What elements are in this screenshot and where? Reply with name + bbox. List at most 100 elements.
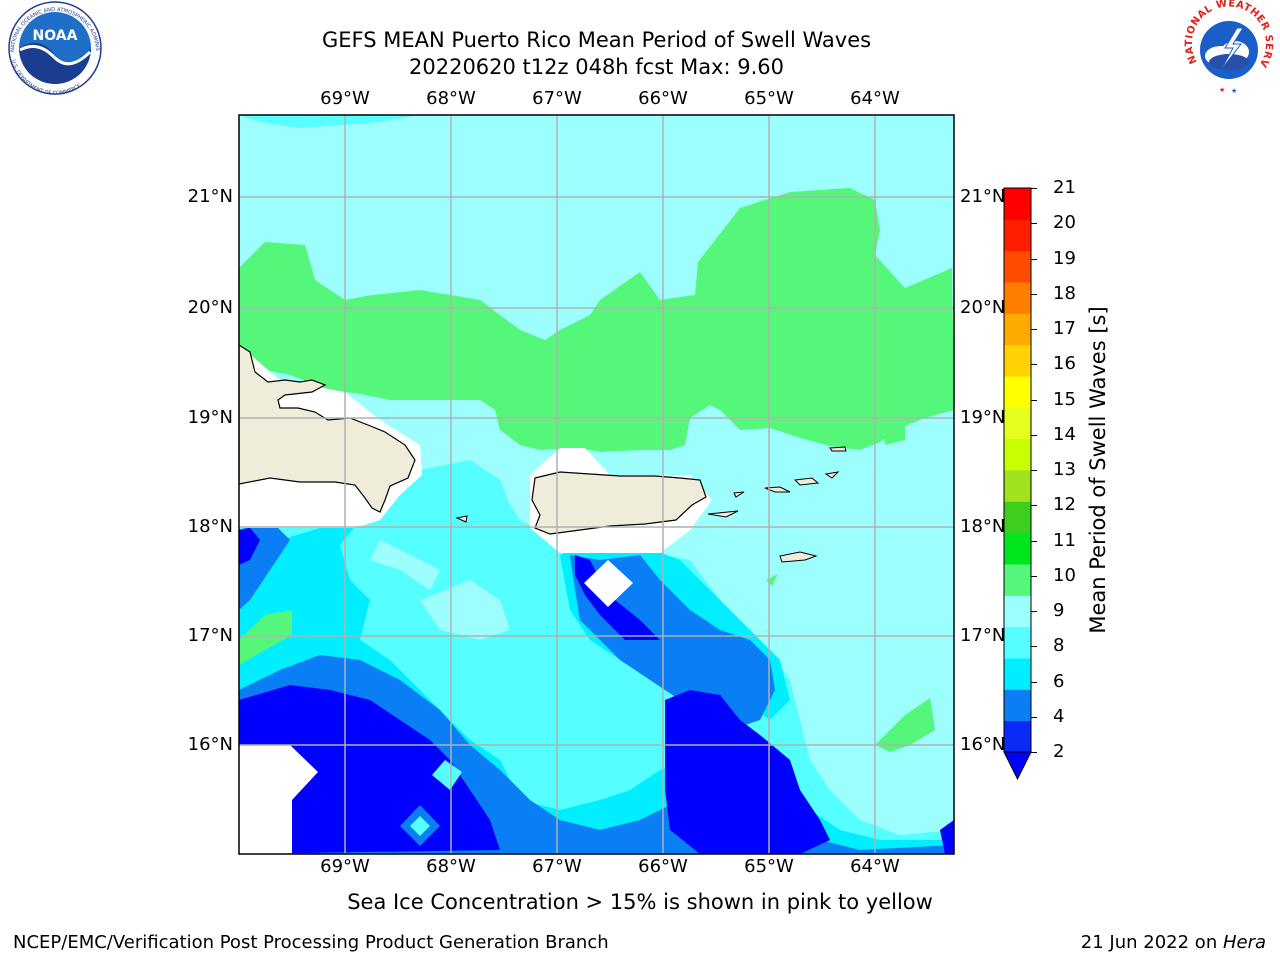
colorbar-label: Mean Period of Swell Waves [s]: [1086, 306, 1110, 634]
colorbar-segment: [1004, 532, 1031, 565]
colorbar-tick-mark: [1031, 716, 1037, 718]
contour-2-4-channel: [570, 555, 775, 730]
colorbar-tick-mark: [1031, 646, 1037, 648]
lat-label-right: 21°N: [960, 186, 1006, 207]
contour-9-10-east: [883, 420, 905, 445]
colorbar-tick-label: 14: [1053, 423, 1076, 445]
lat-label-right: 17°N: [960, 625, 1006, 646]
colorbar-tick-mark: [1031, 223, 1037, 225]
colorbar-tick-mark: [1031, 470, 1037, 471]
colorbar-tick-mark: [1031, 364, 1037, 366]
colorbar: [1003, 187, 1032, 781]
contour-below-2-west: [239, 528, 260, 565]
land-st-john: [764, 486, 791, 493]
colorbar-tick-mark: [1031, 575, 1037, 577]
map-frame: [238, 114, 955, 855]
colorbar-tick-mark: [1031, 329, 1037, 330]
map-title: GEFS MEAN Puerto Rico Mean Period of Swe…: [321, 28, 872, 52]
lon-label-top: 68°W: [426, 88, 476, 109]
colorbar-tick-label: 10: [1053, 564, 1076, 586]
colorbar-tick-mark: [1031, 434, 1037, 436]
noaa-logo: NOAA NATIONAL OCEANIC AND ATMOSPHERIC AD…: [0, 0, 102, 97]
footer-credit: NCEP/EMC/Verification Post Processing Pr…: [13, 932, 609, 953]
graticule: [239, 115, 954, 854]
colorbar-segment: [1004, 626, 1031, 659]
colorbar-segment: [1004, 470, 1031, 502]
colorbar-segment: [1004, 564, 1031, 596]
lat-label-right: 20°N: [960, 297, 1006, 318]
colorbar-tick-mark: [1031, 258, 1037, 260]
land-tortola: [793, 477, 820, 486]
colorbar-segment: [1004, 250, 1031, 283]
contour-below-2-east: [940, 820, 954, 854]
colorbar-segment: [1004, 689, 1031, 722]
colorbar-tick-mark: [1031, 681, 1037, 683]
lon-label-bottom: 65°W: [744, 856, 794, 877]
land-virgin-gorda: [824, 471, 840, 479]
contour-peak-2: [432, 760, 462, 790]
lat-label-left: 20°N: [187, 297, 233, 318]
colorbar-segment: [1004, 438, 1031, 471]
lat-label-left: 17°N: [187, 625, 233, 646]
lon-label-bottom: 64°W: [850, 856, 900, 877]
lat-label-right: 18°N: [960, 516, 1006, 537]
lon-label-top: 64°W: [850, 88, 900, 109]
contour-8-9-southwest: [370, 540, 440, 590]
colorbar-tick-label: 9: [1053, 600, 1065, 621]
colorbar-tick-label: 21: [1053, 177, 1076, 198]
colorbar-segment: [1004, 219, 1031, 252]
colorbar-tick-label: 16: [1053, 353, 1076, 375]
colorbar-tick-label: 18: [1053, 282, 1076, 304]
colorbar-tick-mark: [1031, 188, 1037, 189]
svg-text:★: ★: [1219, 86, 1225, 94]
colorbar-tick-label: 17: [1053, 318, 1076, 339]
lon-label-top: 66°W: [638, 88, 688, 109]
contour-9-10-southeast: [875, 698, 935, 752]
colorbar-tick-mark: [1031, 752, 1037, 753]
colorbar-tick-label: 20: [1053, 212, 1076, 234]
contour-6-8-north: [239, 115, 420, 128]
contour-below-2-south: [665, 690, 830, 854]
colorbar-segment: [1004, 595, 1031, 628]
nws-logo: NATIONAL WEATHER SERVICE ★ ★: [1175, 0, 1275, 96]
lon-label-bottom: 67°W: [532, 856, 582, 877]
colorbar-tick-label: 13: [1053, 459, 1076, 480]
footer-host: Hera: [1222, 932, 1266, 953]
colorbar-segment: [1004, 407, 1031, 440]
lat-label-left: 21°N: [187, 186, 233, 207]
lon-label-top: 65°W: [744, 88, 794, 109]
lat-label-right: 16°N: [960, 734, 1006, 755]
colorbar-tick-label: 12: [1053, 494, 1076, 516]
colorbar-tick-label: 4: [1053, 705, 1065, 727]
svg-text:★: ★: [1231, 87, 1237, 95]
land-mona: [455, 515, 468, 523]
colorbar-extend-triangle: [1003, 751, 1032, 781]
colorbar-tick-label: 19: [1053, 247, 1076, 269]
land-anegada: [829, 446, 847, 452]
contour-8-9-south: [420, 580, 510, 640]
colorbar-tick-label: 2: [1053, 741, 1065, 762]
land-st-thomas: [733, 491, 745, 498]
map-subtitle: 20220620 t12z 048h fcst Max: 9.60: [409, 55, 784, 79]
colorbar-segment: [1004, 313, 1031, 346]
land-vieques: [707, 510, 739, 518]
contour-9-10-north: [239, 188, 954, 452]
colorbar-segment: [1004, 344, 1031, 377]
colorbar-segment: [1004, 282, 1031, 314]
lon-label-top: 67°W: [532, 88, 582, 109]
colorbar-segment: [1004, 720, 1031, 753]
contour-9-10-southwest: [239, 610, 292, 665]
contour-peak-1-inner: [410, 816, 430, 836]
contour-below-2-southwest: [239, 685, 500, 854]
colorbar-tick-mark: [1031, 505, 1037, 507]
colorbar-tick-label: 15: [1053, 388, 1076, 410]
colorbar-segment: [1004, 658, 1031, 690]
colorbar-tick-mark: [1031, 399, 1037, 401]
colorbar-tick-mark: [1031, 293, 1037, 295]
colorbar-tick-mark: [1031, 611, 1037, 612]
colorbar-tick-label: 8: [1053, 635, 1065, 657]
lon-label-bottom: 66°W: [638, 856, 688, 877]
masked-south-corner: [239, 745, 318, 854]
land-hispaniola: [239, 344, 416, 513]
footer-date-text: 21 Jun 2022 on: [1080, 932, 1223, 953]
